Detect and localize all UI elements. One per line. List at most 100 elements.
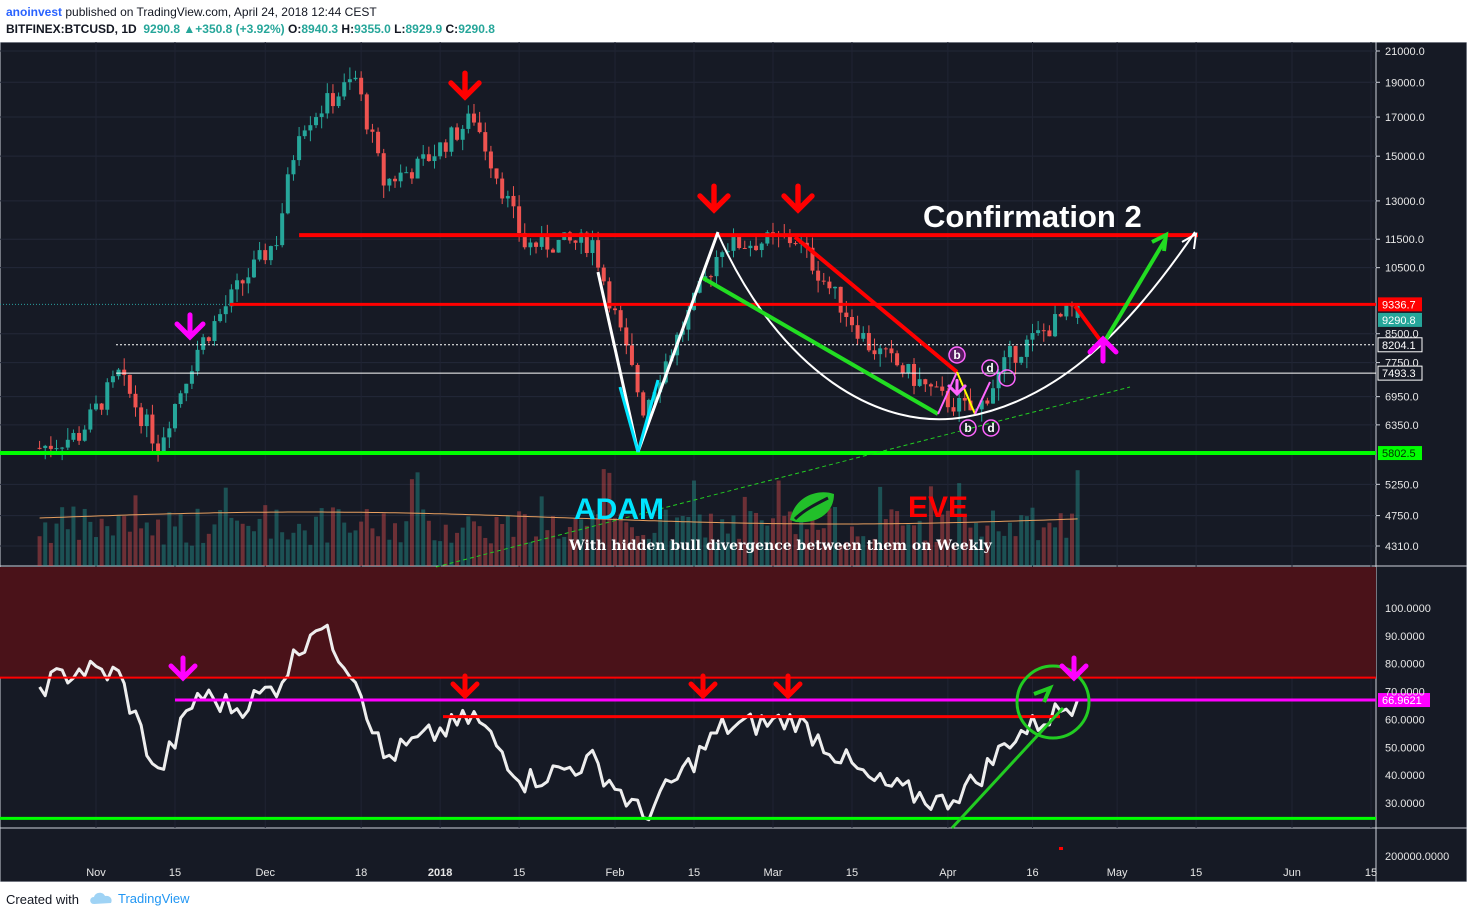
- candle-body: [584, 232, 589, 253]
- magenta-down-arrow: [174, 312, 206, 341]
- volume-bar: [742, 496, 747, 566]
- time-tick-label: 15: [846, 867, 858, 879]
- candle-body: [308, 125, 313, 131]
- candle-body: [985, 400, 990, 404]
- volume-bar: [833, 507, 838, 566]
- volume-bar: [646, 538, 651, 566]
- price-marker-label: 8204.1: [1382, 340, 1416, 352]
- candle-body: [156, 443, 161, 453]
- candle-body: [122, 369, 127, 375]
- candle-body: [550, 249, 555, 253]
- volume-bar: [314, 516, 319, 566]
- volume-bar: [737, 538, 742, 566]
- candle-body: [545, 233, 550, 250]
- projection-red: [1073, 304, 1105, 346]
- candle-body: [810, 247, 815, 271]
- magenta-up-arrow: [1087, 335, 1119, 364]
- wave-line: [937, 371, 958, 415]
- candle-body: [48, 445, 53, 449]
- volume-bar: [708, 513, 713, 566]
- candle-body: [353, 77, 358, 80]
- candle-body: [505, 195, 510, 199]
- candle-body: [618, 310, 623, 328]
- candle-body: [866, 332, 871, 351]
- rsi-tick-label: 90.0000: [1385, 631, 1425, 643]
- volume-bar: [201, 542, 206, 566]
- volume-bar: [99, 518, 104, 566]
- candle-body: [1013, 346, 1018, 363]
- volume-bar: [635, 535, 640, 566]
- candle-body: [816, 270, 821, 281]
- volume-bar: [754, 512, 759, 566]
- volume-bar: [82, 508, 87, 566]
- time-tick-label: 18: [355, 867, 367, 879]
- candle-body: [144, 414, 149, 427]
- volume-bar: [669, 541, 674, 566]
- volume-bar: [251, 531, 256, 566]
- high-value: 9355.0: [354, 22, 391, 36]
- candle-body: [872, 350, 877, 355]
- volume-bar: [692, 480, 696, 566]
- candle-body: [928, 384, 933, 387]
- volume-bar: [957, 483, 962, 566]
- volume-bar: [43, 522, 48, 566]
- volume-bar: [370, 528, 375, 566]
- candle-body: [787, 236, 792, 244]
- volume-bar: [985, 525, 990, 566]
- volume-bar: [934, 541, 939, 566]
- candle-body: [212, 321, 217, 342]
- candle-body: [708, 276, 713, 278]
- candle-body: [821, 280, 826, 282]
- candle-body: [263, 250, 268, 261]
- candle-body: [235, 280, 240, 290]
- volume-bar: [268, 538, 273, 566]
- volume-bar: [827, 508, 832, 566]
- time-tick-label: 15: [513, 867, 525, 879]
- red-down-arrow: [781, 183, 815, 214]
- chart-background: [0, 42, 1467, 882]
- adam-v-cyan-left: [618, 386, 640, 453]
- volume-bar: [979, 536, 984, 566]
- magenta-small-arrow: [947, 378, 967, 397]
- volume-bar: [285, 539, 290, 566]
- volume-bar: [364, 509, 369, 566]
- candle-body: [923, 379, 928, 385]
- volume-bar: [398, 542, 403, 566]
- volume-bar: [1053, 527, 1058, 566]
- candle-body: [268, 246, 273, 261]
- volume-bar: [359, 521, 364, 566]
- tradingview-link[interactable]: TradingView: [88, 890, 190, 906]
- volume-bar: [438, 541, 443, 566]
- rsi-line: [38, 623, 1080, 822]
- time-tick-label: 15: [1365, 867, 1377, 879]
- volume-bar: [556, 538, 561, 566]
- symbol-label[interactable]: BITFINEX:BTCUSD, 1D: [6, 22, 137, 36]
- candle-body: [184, 383, 189, 394]
- volume-bar: [477, 526, 482, 566]
- rsi-tick-label: 40.0000: [1385, 770, 1425, 782]
- volume-bar: [1019, 515, 1024, 566]
- chart-area[interactable]: 66.9621 21000.0 19000.0 17000.0 15000.0 1300…: [0, 42, 1467, 882]
- red-down-arrow: [448, 70, 482, 101]
- ohlc-line: BITFINEX:BTCUSD, 1D 9290.8 ▲+350.8 (+3.9…: [6, 22, 495, 36]
- volume-bar: [195, 508, 200, 566]
- volume-bar: [500, 524, 505, 566]
- volume-bar: [330, 507, 335, 566]
- volume-bar: [782, 515, 787, 566]
- candle-body: [409, 172, 414, 179]
- volume-bar: [1075, 470, 1080, 566]
- author-link[interactable]: anoinvest: [6, 5, 63, 19]
- volume-bar: [48, 542, 53, 566]
- rsi-tick-label: 80.0000: [1385, 659, 1425, 671]
- candle-body: [635, 364, 640, 393]
- candle-body: [415, 158, 420, 179]
- candle-body: [607, 281, 612, 309]
- volume-bar: [460, 527, 465, 566]
- candle-body: [951, 407, 956, 412]
- rsi-drawings: 66.9621: [0, 655, 1430, 850]
- close-label: C:: [445, 22, 459, 36]
- candle-body: [291, 160, 296, 175]
- candle-body: [539, 233, 544, 247]
- volume-bar: [895, 511, 900, 566]
- candle-body: [60, 447, 65, 449]
